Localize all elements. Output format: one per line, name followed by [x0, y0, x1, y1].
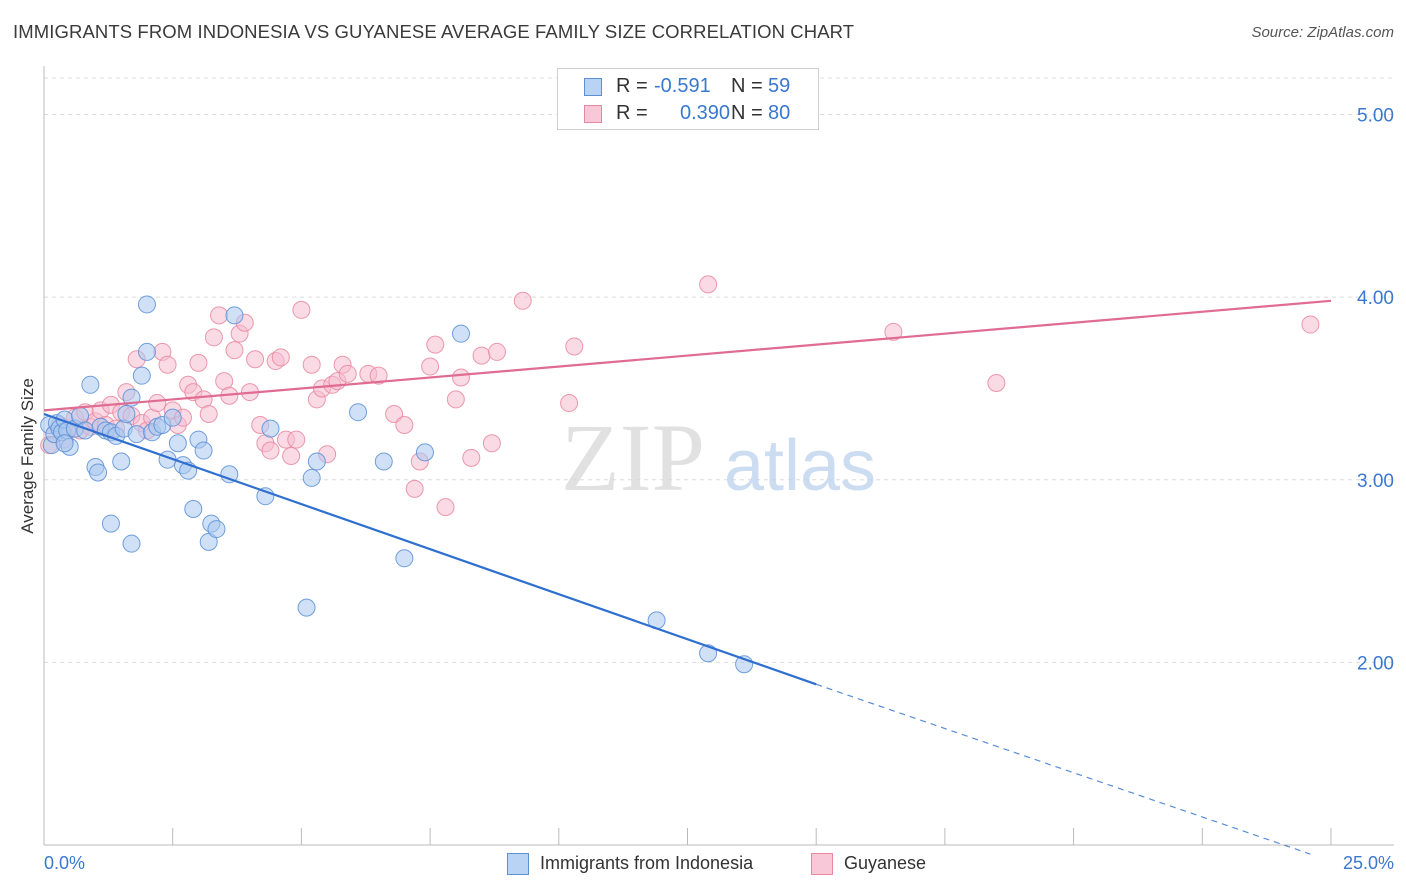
legend-swatch-pink — [584, 105, 602, 123]
guyanese-point — [436, 498, 455, 517]
guyanese-point — [199, 405, 218, 424]
guyanese-point — [271, 348, 290, 367]
guyanese-point — [462, 448, 481, 467]
legend-label: Guyanese — [844, 853, 927, 873]
gridlines — [44, 77, 1394, 663]
indonesia-point — [168, 434, 187, 453]
guyanese-point — [488, 342, 507, 361]
indonesia-point — [349, 403, 368, 422]
indonesia-point — [137, 295, 156, 314]
indonesia-point — [261, 419, 280, 438]
correlation-legend: R = -0.591 N = 59 R = 0.390 N = 80 — [557, 68, 819, 130]
x-tick-max: 25.0% — [1342, 853, 1394, 873]
indonesia-point — [307, 452, 326, 471]
guyanese-point — [451, 368, 470, 387]
guyanese-point — [292, 300, 311, 319]
indonesia-point — [207, 520, 226, 539]
guyanese-point — [302, 355, 321, 374]
legend-swatch-blue — [507, 853, 529, 875]
r-label: R = — [616, 102, 648, 124]
n-label: N = — [731, 102, 763, 124]
indonesia-point — [127, 425, 146, 444]
x-tick-min: 0.0% — [44, 853, 86, 873]
indonesia-point — [374, 452, 393, 471]
indonesia-point — [184, 499, 203, 518]
n-label: N = — [731, 75, 763, 97]
trend-lines — [43, 299, 1332, 855]
axes — [43, 66, 1394, 846]
guyanese-point — [210, 306, 229, 325]
guyanese-point — [560, 394, 579, 413]
indonesia-point — [415, 443, 434, 462]
guyanese-point — [225, 341, 244, 360]
r-label: R = — [616, 75, 648, 97]
guyanese-point — [189, 353, 208, 372]
n-value: 59 — [768, 75, 791, 97]
guyanese-point — [1301, 315, 1320, 334]
y-tick-label: 4.00 — [1357, 288, 1394, 309]
indonesia-point — [55, 434, 74, 453]
indonesia-point — [117, 405, 136, 424]
guyanese-point — [987, 373, 1006, 392]
y-tick-label: 3.00 — [1357, 471, 1394, 492]
y-tick-label: 5.00 — [1357, 106, 1394, 127]
r-value: -0.591 — [654, 75, 711, 97]
indonesia-point — [137, 342, 156, 361]
guyanese-point — [246, 350, 265, 369]
n-value: 80 — [768, 102, 791, 124]
guyanese-point — [472, 346, 491, 365]
indonesia-point — [194, 441, 213, 460]
indonesia-trend-line — [43, 412, 817, 686]
source-credit: Source: ZipAtlas.com — [1251, 24, 1394, 41]
y-tick-label: 2.00 — [1357, 653, 1394, 674]
indonesia-point — [89, 463, 108, 482]
indonesia-point — [112, 452, 131, 471]
indonesia-point — [451, 324, 470, 343]
chart-title: IMMIGRANTS FROM INDONESIA VS GUYANESE AV… — [13, 21, 855, 42]
guyanese-point — [338, 364, 357, 383]
legend-swatch-pink — [811, 853, 833, 875]
guyanese-point — [385, 405, 404, 424]
indonesia-point — [225, 306, 244, 325]
guyanese-point — [282, 447, 301, 466]
guyanese-point — [261, 441, 280, 460]
indonesia-point — [297, 598, 316, 617]
legend-swatch-blue — [584, 78, 602, 96]
indonesia-point — [395, 549, 414, 568]
indonesia-point — [81, 375, 100, 394]
guyanese-point — [287, 430, 306, 449]
indonesia-point — [302, 468, 321, 487]
r-value: 0.390 — [680, 102, 731, 124]
guyanese-point — [699, 275, 718, 294]
indonesia-point — [122, 534, 141, 553]
watermark: ZIP atlas — [561, 404, 876, 511]
guyanese-point — [405, 479, 424, 498]
legend-label: Immigrants from Indonesia — [540, 853, 754, 873]
watermark-zip: ZIP — [561, 404, 705, 511]
guyanese-point — [421, 357, 440, 376]
data-points — [40, 275, 1320, 674]
guyanese-point — [395, 415, 414, 434]
guyanese-point — [513, 291, 532, 310]
watermark-atlas: atlas — [724, 426, 876, 506]
guyanese-point — [426, 335, 445, 354]
indonesia-point — [163, 408, 182, 427]
guyanese-point — [482, 434, 501, 453]
guyanese-point — [204, 328, 223, 347]
guyanese-point — [148, 394, 167, 413]
indonesia-point — [132, 366, 151, 385]
guyanese-point — [158, 355, 177, 374]
guyanese-trend-line — [43, 299, 1332, 412]
y-tick-labels: 2.00 3.00 4.00 5.00 — [1357, 106, 1394, 675]
indonesia-trend-extension — [816, 683, 1311, 855]
y-axis-label: Average Family Size — [18, 378, 37, 534]
guyanese-point — [446, 390, 465, 409]
guyanese-point — [369, 366, 388, 385]
indonesia-point — [101, 514, 120, 533]
guyanese-point — [884, 322, 903, 341]
guyanese-point — [565, 337, 584, 356]
